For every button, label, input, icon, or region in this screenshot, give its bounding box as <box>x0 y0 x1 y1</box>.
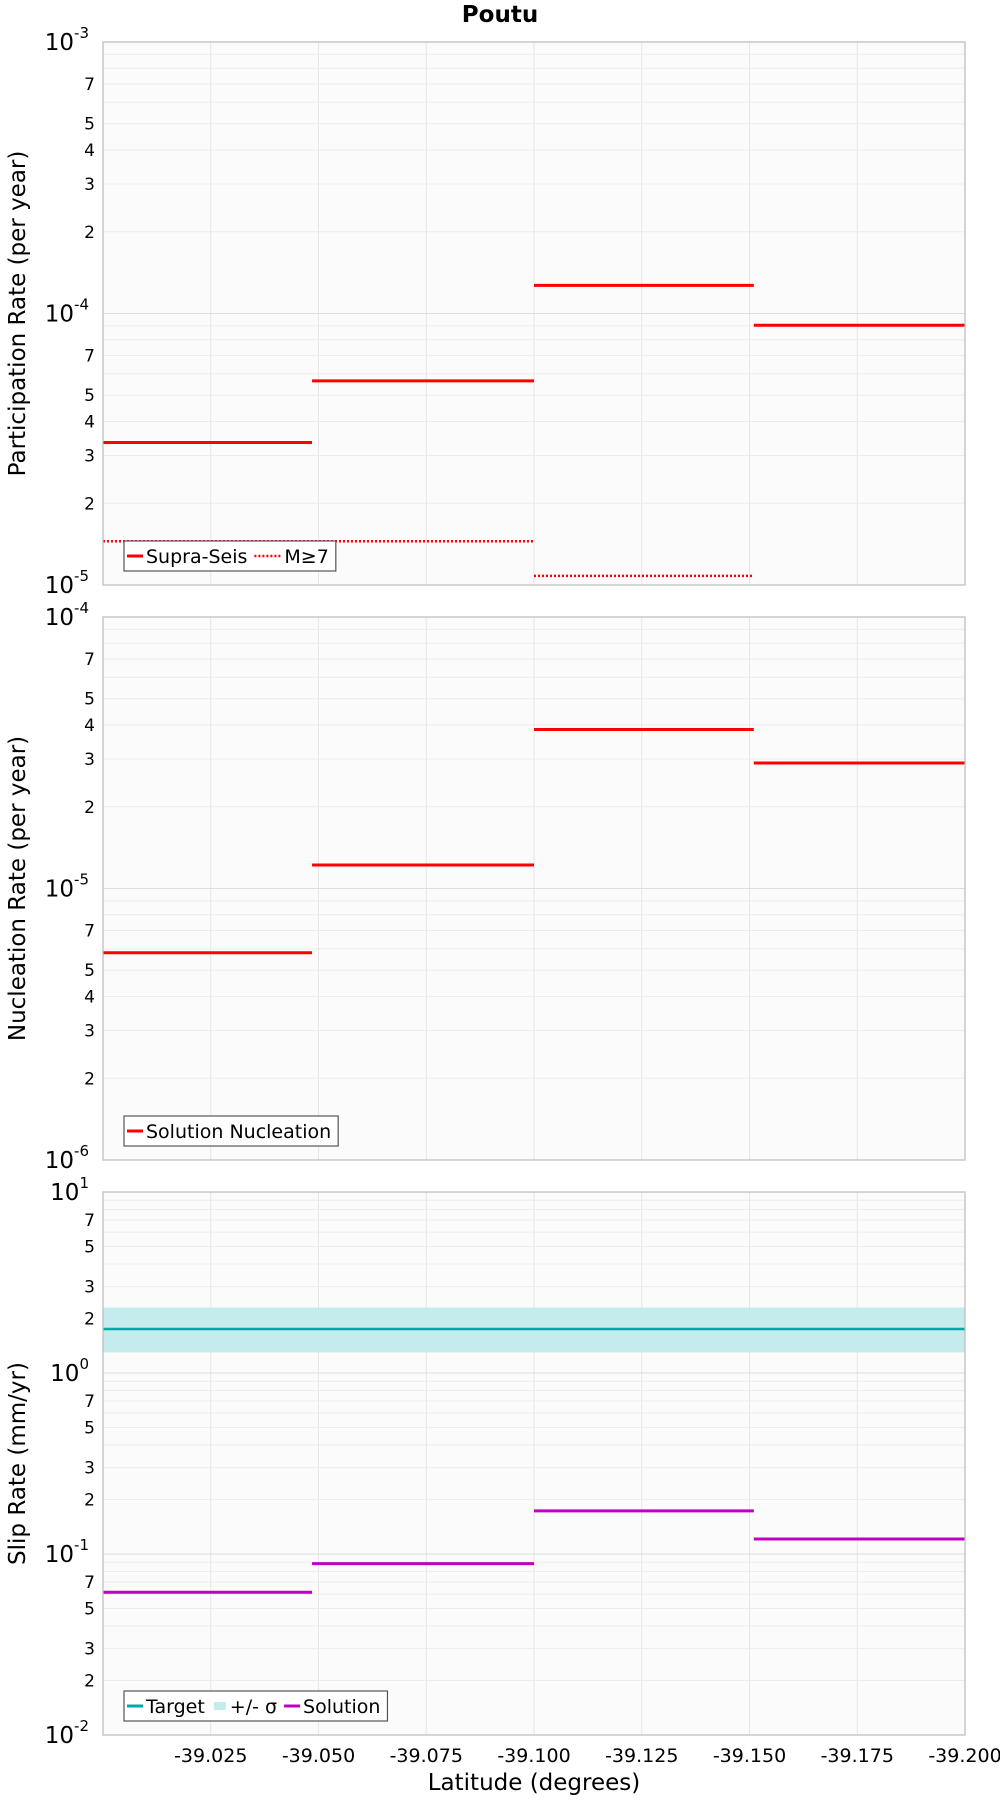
plot-frame <box>102 1191 966 1736</box>
y-axis-label: Nucleation Rate (per year) <box>5 736 31 1041</box>
y-tick-label-major: 100 <box>50 1355 89 1387</box>
y-tick-exponent: -6 <box>74 1142 89 1160</box>
legend-label: +/- σ <box>230 1696 277 1718</box>
y-tick-label-minor: 5 <box>84 386 95 406</box>
y-axis-label: Participation Rate (per year) <box>5 151 31 477</box>
x-tick-label: -39.100 <box>497 1745 570 1767</box>
legend-box <box>123 1115 339 1147</box>
y-tick-label-major: 10-4 <box>45 599 89 631</box>
y-tick-label-minor: 5 <box>84 690 95 710</box>
y-tick-label-minor: 5 <box>84 1237 95 1257</box>
x-tick-label: -39.150 <box>713 1745 786 1767</box>
x-tick-label: -39.200 <box>928 1745 1000 1767</box>
y-tick-exponent: -4 <box>74 296 89 314</box>
y-tick-label-minor: 2 <box>84 1069 95 1089</box>
y-tick-label-minor: 3 <box>84 1021 95 1041</box>
y-tick-exponent: -3 <box>74 24 89 42</box>
y-tick-base: 10 <box>45 1148 74 1174</box>
y-tick-label-minor: 2 <box>84 1672 95 1692</box>
y-tick-label-minor: 2 <box>84 798 95 818</box>
legend-label: Solution <box>303 1696 380 1718</box>
y-tick-label-minor: 5 <box>84 961 95 981</box>
y-tick-exponent: -1 <box>74 1536 89 1554</box>
y-tick-base: 10 <box>45 877 74 903</box>
x-tick-label: -39.125 <box>605 1745 678 1767</box>
y-tick-label-minor: 2 <box>84 494 95 514</box>
y-tick-label-major: 101 <box>50 1174 89 1206</box>
legend: Target +/- σ Solution <box>123 1690 389 1722</box>
y-tick-base: 10 <box>45 605 74 631</box>
x-axis: -39.025 -39.050 -39.075 -39.100 -39.125 -39.1… <box>174 1745 1000 1767</box>
y-tick-label-minor: 5 <box>84 1418 95 1438</box>
y-tick-label-minor: 7 <box>84 75 95 95</box>
legend-box <box>123 540 337 572</box>
y-tick-base: 10 <box>50 1180 79 1206</box>
x-tick-label: -39.025 <box>174 1745 247 1767</box>
y-tick-label-minor: 7 <box>84 650 95 670</box>
y-tick-label-minor: 3 <box>84 175 95 195</box>
y-tick-base: 10 <box>45 1723 74 1749</box>
legend-label: Supra-Seis <box>146 546 247 568</box>
y-tick-label-major: 10-5 <box>45 871 89 903</box>
y-tick-label-minor: 3 <box>84 1278 95 1298</box>
y-tick-label-minor: 2 <box>84 223 95 243</box>
y-tick-base: 10 <box>45 30 74 56</box>
legend-box <box>123 1690 389 1722</box>
y-tick-label-minor: 4 <box>84 141 95 161</box>
y-tick-label-major: 10-6 <box>45 1142 89 1174</box>
y-tick-exponent: 0 <box>79 1355 89 1373</box>
x-tick-label: -39.075 <box>390 1745 463 1767</box>
y-tick-label-minor: 4 <box>84 413 95 433</box>
legend-label: Solution Nucleation <box>146 1121 331 1143</box>
y-tick-label-minor: 7 <box>84 922 95 942</box>
y-tick-base: 10 <box>50 1361 79 1387</box>
legend: Solution Nucleation <box>123 1115 339 1147</box>
y-tick-label-minor: 5 <box>84 1599 95 1619</box>
y-tick-label-minor: 7 <box>84 347 95 367</box>
y-tick-exponent: 1 <box>79 1174 89 1192</box>
y-tick-label-minor: 7 <box>84 1211 95 1231</box>
y-tick-label-minor: 3 <box>84 446 95 466</box>
y-tick-exponent: -4 <box>74 599 89 617</box>
y-tick-label-minor: 3 <box>84 750 95 770</box>
y-axis-label: Slip Rate (mm/yr) <box>5 1362 31 1565</box>
y-tick-label-major: 10-1 <box>45 1536 89 1568</box>
legend-swatch <box>213 1702 226 1710</box>
plot-frame <box>102 616 966 1161</box>
x-tick-label: -39.050 <box>282 1745 355 1767</box>
y-tick-base: 10 <box>45 1542 74 1568</box>
legend-label: M≥7 <box>284 546 328 568</box>
y-tick-label-minor: 7 <box>84 1573 95 1593</box>
gridlines <box>103 617 966 1161</box>
y-tick-label-minor: 2 <box>84 1310 95 1330</box>
legend: Supra-Seis M≥7 <box>123 540 337 572</box>
legend-label: Target <box>145 1696 205 1718</box>
y-tick-label-major: 10-4 <box>45 296 89 328</box>
y-tick-exponent: -5 <box>74 871 89 889</box>
y-tick-label-minor: 5 <box>84 115 95 135</box>
y-tick-base: 10 <box>45 573 74 599</box>
x-tick-label: -39.175 <box>821 1745 894 1767</box>
y-tick-label-minor: 3 <box>84 1640 95 1660</box>
y-tick-label-minor: 4 <box>84 716 95 736</box>
y-tick-label-minor: 4 <box>84 988 95 1008</box>
y-tick-label-minor: 2 <box>84 1491 95 1511</box>
y-tick-label-major: 10-2 <box>45 1717 89 1749</box>
y-tick-label-major: 10-5 <box>45 567 89 599</box>
y-tick-exponent: -5 <box>74 567 89 585</box>
gridlines <box>103 42 966 586</box>
chart-title: Poutu <box>462 2 538 28</box>
x-axis-label: Latitude (degrees) <box>428 1770 641 1796</box>
y-tick-exponent: -2 <box>74 1717 89 1735</box>
plot-frame <box>102 41 966 586</box>
y-tick-label-minor: 7 <box>84 1392 95 1412</box>
y-tick-label-minor: 3 <box>84 1459 95 1479</box>
y-tick-label-major: 10-3 <box>45 24 89 56</box>
y-tick-base: 10 <box>45 302 74 328</box>
